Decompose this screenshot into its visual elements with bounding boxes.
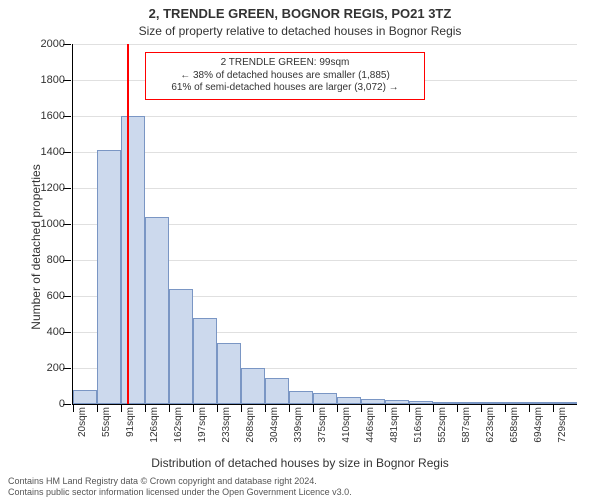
bar <box>361 399 385 404</box>
bar <box>481 402 505 404</box>
bar <box>265 378 289 404</box>
marker-line <box>127 44 129 404</box>
bar <box>529 402 553 404</box>
figure: { "text": { "title": "2, TRENDLE GREEN, … <box>0 0 600 500</box>
x-tick-label: 623sqm <box>485 407 496 443</box>
bar <box>169 289 193 404</box>
x-tick <box>337 404 338 412</box>
x-tick <box>217 404 218 412</box>
annotation-line: 2 TRENDLE GREEN: 99sqm <box>152 57 418 70</box>
bar <box>97 150 121 404</box>
x-tick-label: 268sqm <box>245 407 256 443</box>
x-tick <box>481 404 482 412</box>
y-tick-label: 1000 <box>25 218 65 230</box>
x-tick <box>457 404 458 412</box>
bar <box>337 397 361 404</box>
x-tick <box>385 404 386 412</box>
plot-area: 020040060080010001200140016001800200020s… <box>72 44 577 405</box>
y-tick-label: 0 <box>25 398 65 410</box>
y-axis-label: Number of detached properties <box>29 147 43 347</box>
x-tick-label: 552sqm <box>437 407 448 443</box>
x-tick-label: 375sqm <box>317 407 328 443</box>
x-tick <box>121 404 122 412</box>
x-tick-label: 729sqm <box>557 407 568 443</box>
gridline <box>73 44 577 45</box>
chart-title: 2, TRENDLE GREEN, BOGNOR REGIS, PO21 3TZ <box>0 6 600 21</box>
y-tick-label: 1400 <box>25 146 65 158</box>
x-tick-label: 91sqm <box>125 407 136 437</box>
x-tick-label: 126sqm <box>149 407 160 443</box>
chart-subtitle: Size of property relative to detached ho… <box>0 24 600 38</box>
x-tick-label: 233sqm <box>221 407 232 443</box>
bar <box>241 368 265 404</box>
footer: Contains HM Land Registry data © Crown c… <box>8 476 352 498</box>
x-tick-label: 55sqm <box>101 407 112 437</box>
x-tick <box>313 404 314 412</box>
x-tick-label: 587sqm <box>461 407 472 443</box>
bar <box>409 401 433 404</box>
x-tick <box>241 404 242 412</box>
y-tick-label: 800 <box>25 254 65 266</box>
y-tick-label: 400 <box>25 326 65 338</box>
x-tick-label: 197sqm <box>197 407 208 443</box>
bar <box>73 390 97 404</box>
y-tick-label: 600 <box>25 290 65 302</box>
footer-line-1: Contains HM Land Registry data © Crown c… <box>8 476 352 487</box>
x-tick <box>289 404 290 412</box>
bar <box>433 402 457 404</box>
annotation-line: ← 38% of detached houses are smaller (1,… <box>152 70 418 83</box>
x-tick-label: 339sqm <box>293 407 304 443</box>
bar <box>553 402 577 404</box>
bar <box>313 393 337 404</box>
x-tick <box>169 404 170 412</box>
y-tick-label: 2000 <box>25 38 65 50</box>
y-tick-label: 200 <box>25 362 65 374</box>
x-tick-label: 304sqm <box>269 407 280 443</box>
x-tick-label: 162sqm <box>173 407 184 443</box>
x-tick-label: 694sqm <box>533 407 544 443</box>
x-tick <box>505 404 506 412</box>
x-axis-label: Distribution of detached houses by size … <box>0 456 600 470</box>
x-tick <box>553 404 554 412</box>
x-tick <box>409 404 410 412</box>
bar <box>457 402 481 404</box>
x-tick <box>97 404 98 412</box>
x-tick <box>265 404 266 412</box>
x-tick <box>145 404 146 412</box>
x-tick <box>73 404 74 412</box>
x-tick <box>361 404 362 412</box>
gridline <box>73 152 577 153</box>
annotation-line: 61% of semi-detached houses are larger (… <box>152 82 418 95</box>
x-tick-label: 446sqm <box>365 407 376 443</box>
y-tick-label: 1200 <box>25 182 65 194</box>
x-tick <box>529 404 530 412</box>
y-tick-label: 1800 <box>25 74 65 86</box>
x-tick-label: 516sqm <box>413 407 424 443</box>
x-tick-label: 481sqm <box>389 407 400 443</box>
x-tick <box>193 404 194 412</box>
annotation-box: 2 TRENDLE GREEN: 99sqm← 38% of detached … <box>145 52 425 100</box>
y-tick-label: 1600 <box>25 110 65 122</box>
bar <box>385 400 409 404</box>
gridline <box>73 116 577 117</box>
bar <box>145 217 169 404</box>
bar <box>217 343 241 404</box>
gridline <box>73 188 577 189</box>
bar <box>193 318 217 404</box>
footer-line-2: Contains public sector information licen… <box>8 487 352 498</box>
x-tick-label: 410sqm <box>341 407 352 443</box>
bar <box>505 402 529 404</box>
x-tick-label: 20sqm <box>77 407 88 437</box>
bar <box>121 116 145 404</box>
x-tick-label: 658sqm <box>509 407 520 443</box>
bar <box>289 391 313 404</box>
x-tick <box>433 404 434 412</box>
